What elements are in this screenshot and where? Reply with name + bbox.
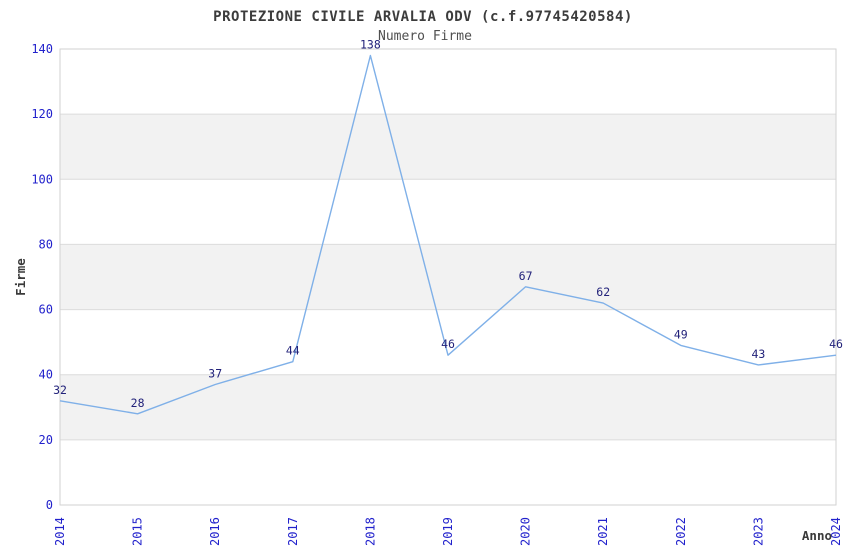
x-axis-title: Anno: [802, 528, 832, 543]
data-point-label: 43: [751, 347, 765, 361]
x-tick-label: 2021: [596, 517, 610, 546]
x-tick-label: 2022: [674, 517, 688, 546]
chart-subtitle: Numero Firme: [378, 29, 472, 44]
data-line: [59, 54, 837, 415]
x-tick-label: 2016: [208, 517, 222, 546]
data-point-label: 67: [519, 269, 533, 283]
plot-area: 0 20 40 60 80 100 120 140 2014 2015 2016 2017 2018 20…: [13, 38, 843, 546]
y-tick-label: 40: [39, 368, 53, 382]
y-axis-title: Firme: [13, 258, 28, 296]
y-tick-label: 80: [39, 237, 53, 251]
data-point-label: 46: [829, 337, 843, 351]
data-point-label: 28: [131, 396, 145, 410]
y-tick-label: 120: [31, 107, 53, 121]
y-tick-label: 140: [31, 42, 53, 56]
chart-band: [60, 244, 836, 310]
plot-border: [59, 48, 837, 506]
data-point-label: 32: [53, 383, 67, 397]
data-point-label: 62: [596, 285, 610, 299]
data-point-label: 49: [674, 327, 688, 341]
chart-band: [60, 114, 836, 180]
x-tick-label: 2020: [519, 517, 533, 546]
y-tick-label: 100: [31, 172, 53, 186]
data-point-label: 44: [286, 344, 300, 358]
y-tick-label: 0: [46, 498, 53, 512]
data-point-label: 138: [360, 38, 381, 52]
y-tick-label: 60: [39, 303, 53, 317]
x-tick-label: 2019: [441, 517, 455, 546]
x-tick-label: 2024: [829, 517, 843, 546]
x-tick-label: 2017: [286, 517, 300, 546]
x-tick-label: 2014: [53, 517, 67, 546]
y-tick-label: 20: [39, 433, 53, 447]
chart-band: [60, 374, 836, 440]
data-point-label: 46: [441, 337, 455, 351]
x-tick-label: 2018: [363, 517, 377, 546]
x-tick-label: 2015: [131, 517, 145, 546]
x-tick-label: 2023: [751, 517, 765, 546]
chart-title: PROTEZIONE CIVILE ARVALIA ODV (c.f.97745…: [213, 9, 633, 25]
data-point-label: 37: [208, 366, 222, 380]
